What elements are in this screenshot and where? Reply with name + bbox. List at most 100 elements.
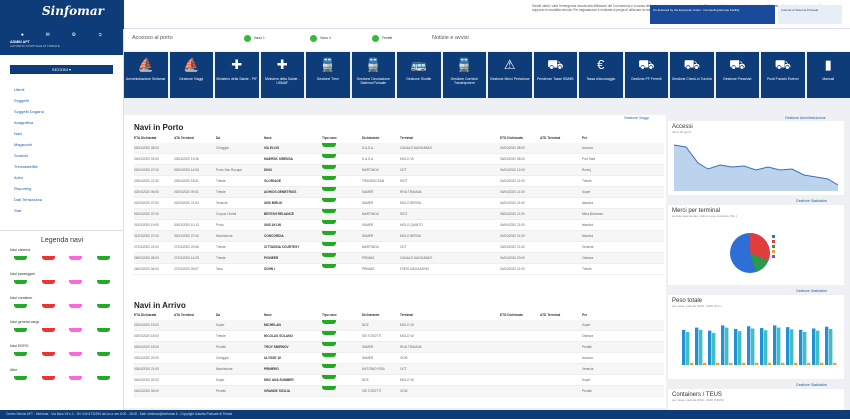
ship-icon bbox=[41, 352, 55, 356]
table-cell: Ancona bbox=[582, 356, 593, 360]
table-cell: Porto San Rocque bbox=[216, 168, 243, 172]
column-header[interactable]: ETD Dichiarata bbox=[500, 313, 523, 317]
table-row[interactable]: 31/03/2020 19:00 30/03/2020 10:13 Porto UND… bbox=[134, 220, 664, 231]
tile-label: Tassa d'ancoraggio bbox=[586, 77, 616, 81]
tile-12[interactable]: ⛟ Gestione Check-in Turchia bbox=[670, 52, 714, 98]
column-header[interactable]: Dichiarante bbox=[362, 313, 380, 317]
table-row[interactable]: 03/04/2020 21:00 Monfalcone PRIMERO ANTONIO… bbox=[134, 364, 664, 375]
table-row[interactable]: 03/04/2020 20:00 Chioggia ULYSSE 16 SAMER OC… bbox=[134, 353, 664, 364]
sidebar-item[interactable]: Soggetti Dogana bbox=[14, 109, 44, 114]
column-header[interactable]: Terminal bbox=[400, 136, 414, 140]
gate-status[interactable]: Varco 4 bbox=[310, 34, 331, 42]
tile-7[interactable]: 🚆 Gestione Corridoi/ Transhipment bbox=[442, 52, 486, 98]
tile-3[interactable]: ✚ Ministero della Salute - USMAF bbox=[260, 52, 304, 98]
sidebar-item[interactable]: Stat bbox=[14, 208, 22, 213]
gestione-statistiche-link[interactable]: Gestione Statistiche bbox=[796, 199, 828, 203]
sinfomar-logo[interactable]: Sinfomar bbox=[42, 4, 104, 18]
ship-type-icon bbox=[322, 342, 336, 346]
column-header[interactable]: ATA Terminal bbox=[174, 136, 194, 140]
table-row[interactable]: 27/03/2020 22:00 27/03/2020 20:56 Trieste C… bbox=[134, 242, 664, 253]
gear-icon[interactable]: ⚙ bbox=[71, 32, 77, 38]
table-cell: BRITISH RELIANCE bbox=[264, 212, 294, 216]
column-header[interactable]: Per bbox=[582, 313, 588, 317]
tile-0[interactable]: ⛵ Amministrazione Sinfomar bbox=[124, 52, 168, 98]
table-row[interactable]: 04/04/2020 02:00 Koper MSC ANA SUMMER NCE MO… bbox=[134, 375, 664, 386]
table-row[interactable]: 03/04/2020 18:00 Pendik TROY SMIRNOV SAMER R… bbox=[134, 342, 664, 353]
sidebar-item[interactable]: Magazzini bbox=[14, 142, 33, 147]
ship-type-icon bbox=[322, 231, 336, 235]
column-header[interactable]: Tipo nave bbox=[322, 136, 337, 140]
gestione-statistiche-link-2[interactable]: Gestione Statistiche bbox=[796, 289, 828, 293]
table-row[interactable]: 02/04/2020 07:00 03/04/2020 14:06 Porto Sa… bbox=[134, 165, 664, 176]
sidebar-item[interactable]: Soggetti bbox=[14, 98, 29, 103]
column-header[interactable]: ATD Terminal bbox=[540, 313, 561, 317]
tile-14[interactable]: ⛟ Punti Franchi Esterni bbox=[761, 52, 805, 98]
user-icon[interactable]: ● bbox=[20, 32, 24, 38]
column-header[interactable]: ATA Terminal bbox=[174, 313, 194, 317]
column-header[interactable]: Dichiarante bbox=[362, 136, 380, 140]
sidebar-item[interactable]: Anagrafica bbox=[14, 120, 34, 125]
table-row[interactable]: 03/04/2020 15:00 Koper MICHELAN NCE MOLO VII… bbox=[134, 320, 664, 331]
table-cell: SAMER bbox=[362, 190, 374, 194]
gate-status[interactable]: Varco 1 bbox=[244, 34, 265, 42]
sections-button[interactable]: SEZIONI ▾ bbox=[10, 65, 113, 74]
logout-icon[interactable]: ➲ bbox=[97, 32, 103, 38]
ship-type-icon bbox=[322, 209, 336, 213]
column-header[interactable]: Nave bbox=[264, 313, 272, 317]
column-header[interactable]: Terminal bbox=[400, 313, 414, 317]
tile-1[interactable]: ⛵ Gestione Viaggi bbox=[169, 52, 213, 98]
ship-icon bbox=[41, 304, 55, 308]
table-cell: Pendik bbox=[216, 389, 226, 393]
tile-11[interactable]: ⛟ Gestione PF Ferretti bbox=[624, 52, 668, 98]
column-header[interactable]: Da bbox=[216, 313, 221, 317]
column-header[interactable]: ATD Terminal bbox=[540, 136, 561, 140]
table-row[interactable]: 02/04/2020 07:00 02/04/2020 21:53 Venezia U… bbox=[134, 198, 664, 209]
table-row[interactable]: 03/04/2020 07:00 Corpus Christi BRITISH RE… bbox=[134, 209, 664, 220]
sidebar-item[interactable]: Reporting bbox=[14, 186, 32, 191]
column-header[interactable]: ETA Dichiarata bbox=[134, 136, 157, 140]
table-row[interactable]: 04/04/2020 06:00 Pendik GRANDE SICILIA GB T… bbox=[134, 386, 664, 397]
table-row[interactable]: 28/03/2020 08:00 27/03/2020 14:28 Trieste P… bbox=[134, 253, 664, 264]
column-header[interactable]: Per bbox=[582, 136, 588, 140]
tile-5[interactable]: 🚆 Gestione Circolazione Sistema Portuale bbox=[351, 52, 395, 98]
column-header[interactable]: Tipo nave bbox=[322, 313, 337, 317]
table-row[interactable]: 31/03/2020 07:00 30/03/2020 07:40 Monfalco… bbox=[134, 231, 664, 242]
column-header[interactable]: Da bbox=[216, 136, 221, 140]
column-header[interactable]: ETD Dichiarata bbox=[500, 136, 523, 140]
tile-label: Manuali bbox=[822, 77, 835, 81]
sidebar-item[interactable]: Arrivi bbox=[14, 175, 24, 180]
tile-2[interactable]: ✚ Ministero della Salute - PIF bbox=[215, 52, 259, 98]
ship-type-icon bbox=[322, 176, 336, 180]
table-row[interactable]: 26/03/2020 06:00 27/03/2020 09:07 Taxa SOHN… bbox=[134, 264, 664, 275]
gate-status[interactable]: Ferretti bbox=[372, 34, 392, 42]
mail-icon[interactable]: ✉ bbox=[45, 32, 50, 38]
truck-icon: ⛟ bbox=[729, 57, 746, 72]
sidebar-item[interactable]: Navi bbox=[14, 131, 23, 136]
table-row[interactable]: 03/04/2020 18:00 Trieste NICOLAS SOLANO GB … bbox=[134, 331, 664, 342]
column-header[interactable]: ETA Dichiarata bbox=[134, 313, 157, 317]
bar bbox=[786, 327, 790, 365]
table-cell: GB TOSOTTI bbox=[362, 334, 382, 338]
bar bbox=[777, 327, 781, 365]
table-cell: 05/04/2020 08:00 bbox=[500, 157, 525, 161]
gestione-statistiche-link-3[interactable]: Gestione Statistiche bbox=[796, 383, 828, 387]
gestione-viaggi-link[interactable]: Gestione Viaggi bbox=[624, 116, 649, 120]
tile-8[interactable]: ⚠ Gestione Merci Pericolose bbox=[488, 52, 532, 98]
tile-6[interactable]: 🚌 Gestione Shuttle bbox=[397, 52, 441, 98]
sidebar-item[interactable]: Utenti bbox=[14, 87, 25, 92]
gestione-amministrazione-link[interactable]: Gestione Amministrazione bbox=[785, 116, 826, 120]
table-row[interactable]: 03/04/2020 08:00 Chioggia IVA ELVIO S.A.S.A… bbox=[134, 143, 664, 154]
column-header[interactable]: Nave bbox=[264, 136, 272, 140]
sidebar-item[interactable]: Scarichi bbox=[14, 153, 29, 158]
table-cell: SAMER bbox=[362, 345, 374, 349]
sidebar-item[interactable]: Dati Terrazzana bbox=[14, 197, 42, 202]
tile-4[interactable]: 🚆 Gestione Treni bbox=[306, 52, 350, 98]
table-row[interactable]: 04/04/2020 02:00 03/04/2020 19:36 MAERSK S… bbox=[134, 154, 664, 165]
table-row[interactable]: 03/04/2020 21:30 03/04/2020 18:51 Trieste G… bbox=[134, 176, 664, 187]
table-row[interactable]: 02/04/2020 06:00 03/04/2020 09:31 Trieste A… bbox=[134, 187, 664, 198]
tile-10[interactable]: € Tassa d'ancoraggio bbox=[579, 52, 623, 98]
tile-15[interactable]: ▮ Manuali bbox=[806, 52, 850, 98]
tile-9[interactable]: ⛟ Pendenze Tasse SB/MB bbox=[533, 52, 577, 98]
tile-13[interactable]: ⛟ Gestione Preavvisi bbox=[715, 52, 759, 98]
sidebar-item[interactable]: Trenosatellite bbox=[14, 164, 38, 169]
